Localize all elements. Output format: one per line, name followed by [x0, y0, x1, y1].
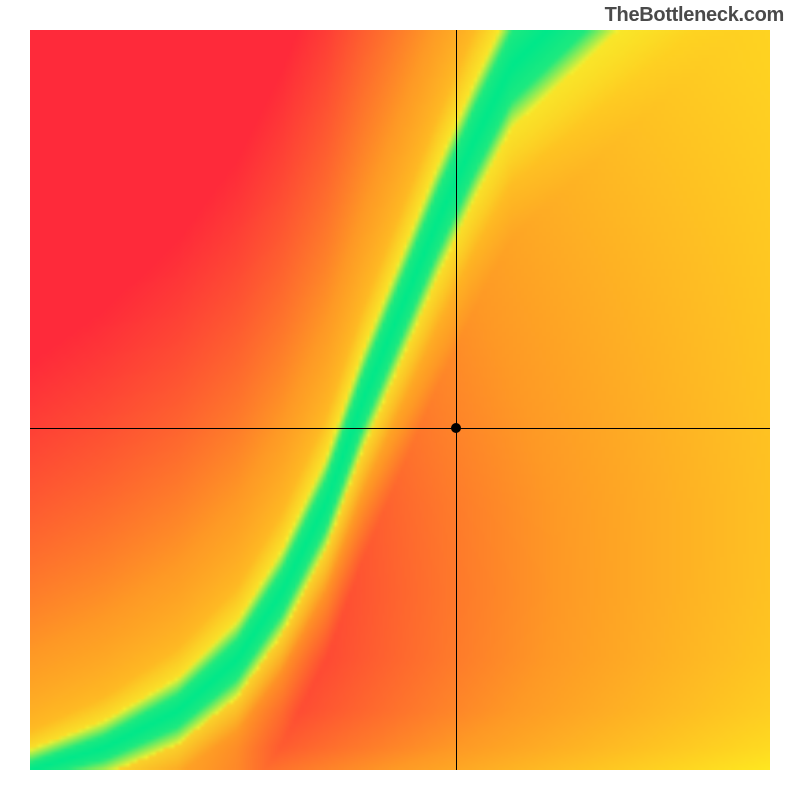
heatmap-plot [30, 30, 770, 770]
heatmap-canvas [30, 30, 770, 770]
crosshair-marker [451, 423, 461, 433]
crosshair-horizontal [30, 428, 770, 429]
watermark-text: TheBottleneck.com [605, 4, 784, 27]
crosshair-vertical [456, 30, 457, 770]
